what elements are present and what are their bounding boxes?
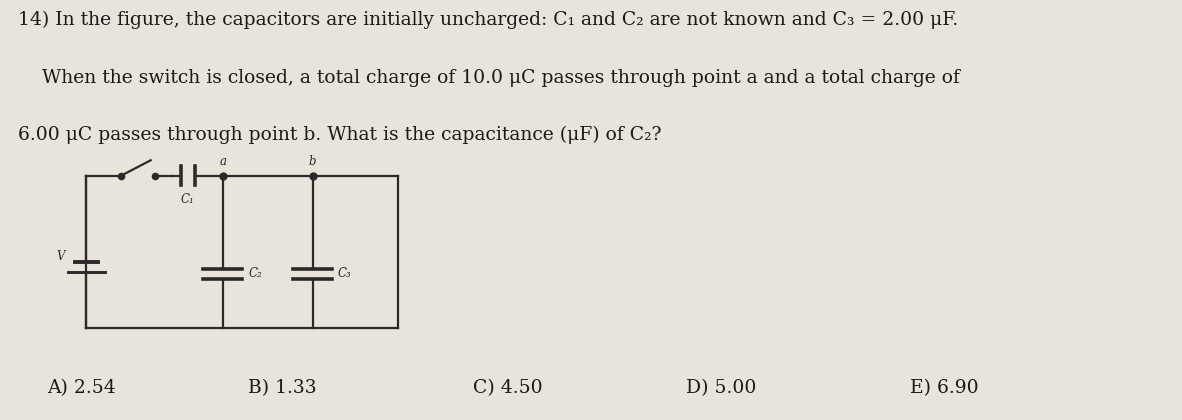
Text: b: b (309, 155, 317, 168)
Text: E) 6.90: E) 6.90 (910, 379, 979, 397)
Text: C₁: C₁ (181, 193, 195, 206)
Text: D) 5.00: D) 5.00 (686, 379, 756, 397)
Text: B) 1.33: B) 1.33 (248, 379, 317, 397)
Text: C₂: C₂ (248, 268, 262, 280)
Text: 14) In the figure, the capacitors are initially uncharged: C₁ and C₂ are not kno: 14) In the figure, the capacitors are in… (18, 10, 957, 29)
Text: C₃: C₃ (338, 268, 351, 280)
Text: A) 2.54: A) 2.54 (47, 379, 116, 397)
Text: C) 4.50: C) 4.50 (473, 379, 543, 397)
Text: a: a (220, 155, 226, 168)
Text: 6.00 μC passes through point b. What is the capacitance (μF) of C₂?: 6.00 μC passes through point b. What is … (18, 126, 661, 144)
Text: V: V (57, 250, 65, 263)
Text: When the switch is closed, a total charge of 10.0 μC passes through point a and : When the switch is closed, a total charg… (18, 69, 960, 87)
